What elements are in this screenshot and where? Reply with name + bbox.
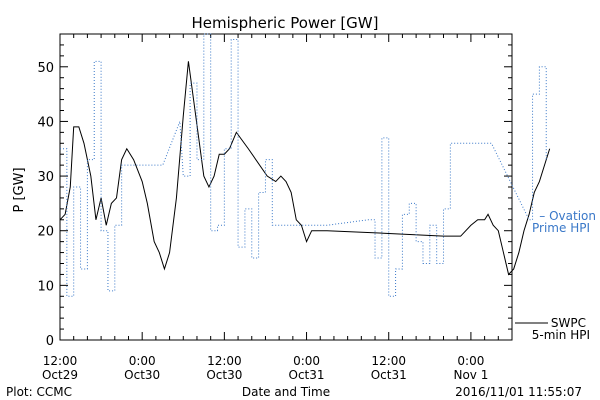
plot-frame <box>59 33 513 341</box>
y-tick-label: 20 <box>37 225 54 240</box>
x-tick-label-time: 0:00 <box>129 354 156 368</box>
x-tick-label-date: Nov 1 <box>453 368 488 382</box>
footer-plot-credit: Plot: CCMC <box>6 385 72 399</box>
y-axis-label: P [GW] <box>12 167 27 212</box>
y-tick-label: 40 <box>37 115 54 130</box>
series-swpc-line <box>59 61 551 276</box>
x-tick-label-time: 12:00 <box>371 354 406 368</box>
footer-timestamp: 2016/11/01 11:55:07 <box>455 385 582 399</box>
chart-title: Hemispheric Power [GW] <box>192 14 379 32</box>
y-tick-label: 10 <box>37 279 54 294</box>
legend-ovation-line2: Prime HPI <box>532 221 590 235</box>
y-tick-label: 0 <box>46 334 54 349</box>
x-tick-label-date: Oct30 <box>206 368 242 382</box>
legend-ovation-line1: – Ovation <box>539 209 596 223</box>
x-axis-label: Date and Time <box>242 385 330 399</box>
y-axis-ticks: 0 10 20 30 40 50 <box>37 33 512 349</box>
legend-swpc-line2: 5-min HPI <box>532 328 590 342</box>
y-tick-label: 50 <box>37 61 54 76</box>
x-tick-label-date: Oct31 <box>371 368 407 382</box>
x-tick-label-date: Oct31 <box>289 368 325 382</box>
x-tick-label-time: 0:00 <box>293 354 320 368</box>
series-layer <box>59 33 551 297</box>
x-axis-ticks: 12:00Oct290:00Oct3012:00Oct300:00Oct3112… <box>42 34 513 382</box>
x-tick-label-date: Oct30 <box>124 368 160 382</box>
series-ovation-line <box>60 33 547 297</box>
x-tick-label-time: 0:00 <box>457 354 484 368</box>
x-tick-label-time: 12:00 <box>207 354 242 368</box>
y-tick-label: 30 <box>37 170 54 185</box>
x-tick-label-date: Oct29 <box>42 368 78 382</box>
x-tick-label-time: 12:00 <box>43 354 78 368</box>
legend-swpc-line1: SWPC <box>551 316 586 330</box>
